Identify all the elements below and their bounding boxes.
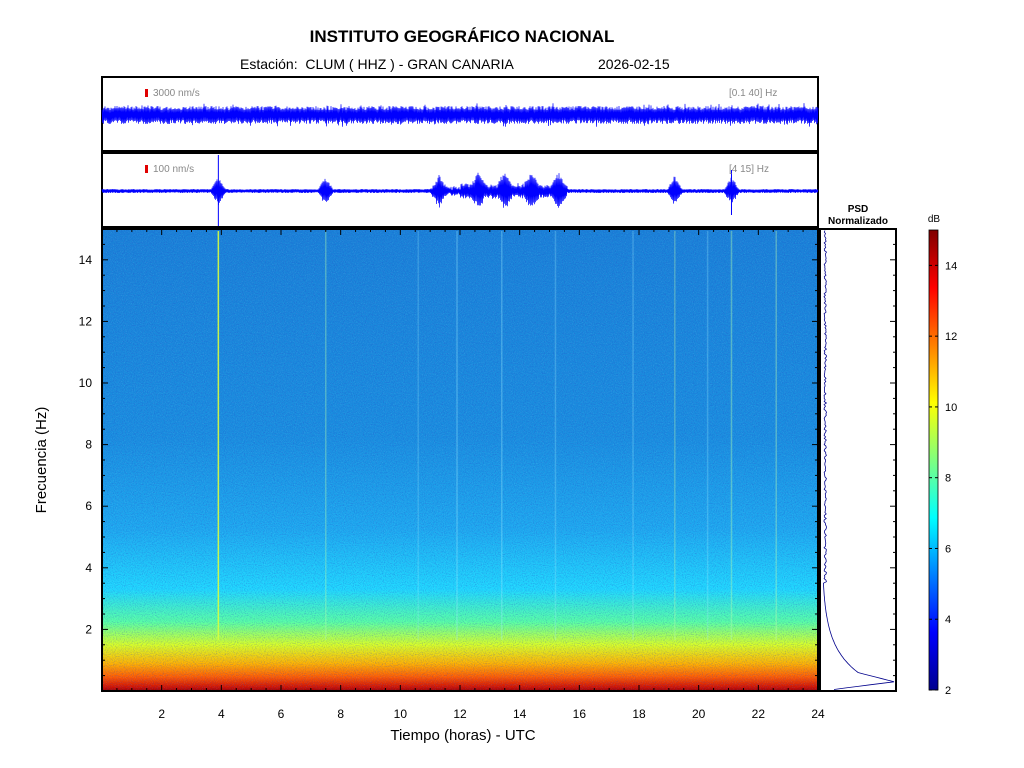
- station-label: Estación: CLUM ( HHZ ) - GRAN CANARIA: [240, 56, 514, 72]
- scale-label-2: 100 nm/s: [153, 164, 194, 175]
- x-axis: 2 4 6 8 10 12 14 16 18 20 22 24: [101, 229, 825, 721]
- y-tick-label: 2: [85, 622, 92, 636]
- x-tick-label: 16: [573, 707, 587, 721]
- x-tick-label: 12: [453, 707, 467, 721]
- y-tick-label: 10: [79, 376, 93, 390]
- y-tick-label: 8: [85, 438, 92, 452]
- seismogram-panel-2: 100 nm/s [4 15] Hz: [101, 152, 819, 228]
- x-tick-label: 24: [811, 707, 825, 721]
- spectrogram-event-lines: [217, 231, 777, 640]
- x-tick-label: 22: [752, 707, 766, 721]
- y-axis: 2 4 6 8 10 12 14: [79, 228, 818, 692]
- x-tick-label: 18: [632, 707, 646, 721]
- seismogram-panel-1: 3000 nm/s [0.1 40] Hz: [101, 76, 819, 152]
- psd-curve: [822, 230, 895, 690]
- psd-panel: PSD Normalizado: [819, 204, 897, 692]
- x-tick-label: 4: [218, 707, 225, 721]
- colorbar-tick-label: 12: [945, 331, 957, 343]
- x-tick-label: 6: [278, 707, 285, 721]
- spectrogram-noise-light: [102, 229, 818, 691]
- colorbar-tick-label: 4: [945, 614, 951, 626]
- y-tick-label: 12: [79, 314, 93, 328]
- y-axis-label: Frecuencia (Hz): [33, 407, 50, 514]
- y-tick-label: 14: [79, 253, 93, 267]
- x-tick-label: 8: [337, 707, 344, 721]
- colorbar-tick-label: 10: [945, 402, 957, 414]
- trace-filtered: [101, 155, 819, 226]
- x-tick-label: 10: [394, 707, 408, 721]
- colorbar-tick-label: 6: [945, 543, 951, 555]
- chart-title: INSTITUTO GEOGRÁFICO NACIONAL: [309, 27, 615, 46]
- x-axis-label: Tiempo (horas) - UTC: [390, 727, 535, 744]
- colorbar-tick-label: 2: [945, 685, 951, 697]
- x-tick-label: 2: [158, 707, 165, 721]
- trace-broadband: [101, 103, 819, 127]
- colorbar-unit: dB: [928, 214, 941, 225]
- date-label: 2026-02-15: [598, 56, 670, 72]
- scale-label-1: 3000 nm/s: [153, 88, 200, 99]
- psd-title: PSD: [848, 204, 869, 215]
- filter-label-2: [4 15] Hz: [729, 164, 769, 175]
- y-tick-label: 4: [85, 561, 92, 575]
- y-tick-label: 6: [85, 499, 92, 513]
- colorbar-tick-label: 8: [945, 473, 951, 485]
- colorbar-ticks: 2 4 6 8 10 12 14: [929, 260, 957, 697]
- x-tick-label: 20: [692, 707, 706, 721]
- psd-subtitle: Normalizado: [828, 216, 888, 227]
- x-tick-label: 14: [513, 707, 527, 721]
- chart-subtitle: Estación: CLUM ( HHZ ) - GRAN CANARIA 202…: [240, 56, 670, 72]
- filter-label-1: [0.1 40] Hz: [729, 88, 777, 99]
- colorbar: dB 2 4 6 8 10 12 14: [928, 214, 957, 697]
- scale-bar-icon: [145, 165, 148, 173]
- colorbar-tick-label: 14: [945, 260, 957, 272]
- scale-bar-icon: [145, 89, 148, 97]
